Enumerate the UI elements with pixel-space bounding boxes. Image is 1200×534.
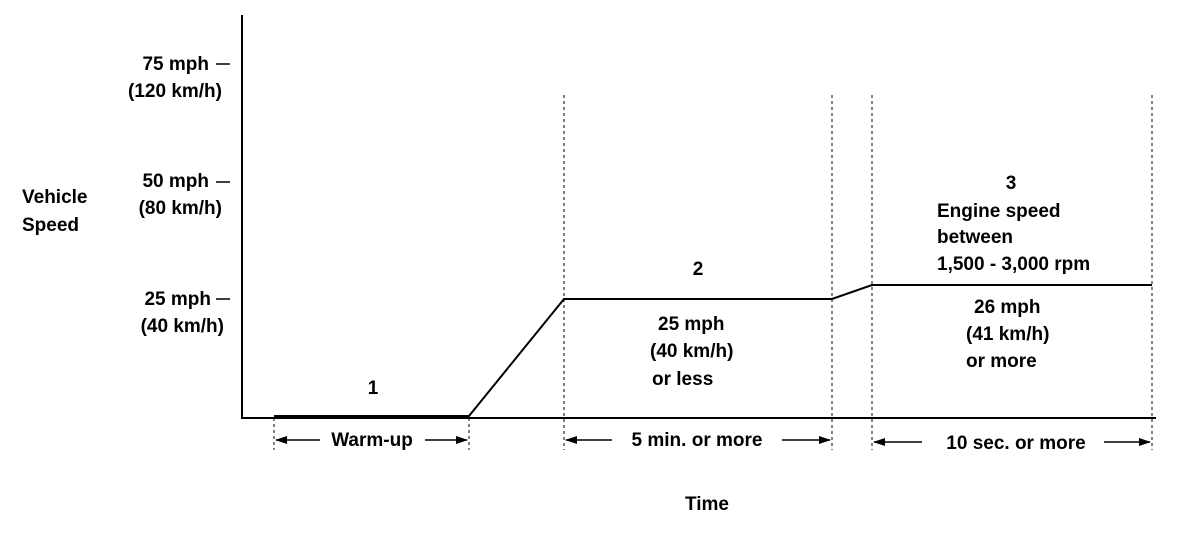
tick-label-50-mph: 50 mph <box>142 171 209 192</box>
phase-1-number: 1 <box>368 378 379 399</box>
tick-label-50-kmh: (80 km/h) <box>139 198 222 219</box>
phase-2-duration: 5 min. or more <box>632 430 763 451</box>
tick-label-25-mph: 25 mph <box>144 289 211 310</box>
y-axis-label-line1: Vehicle <box>22 187 88 208</box>
tick-label-75-kmh: (120 km/h) <box>128 81 222 102</box>
phase-3-speed-line2: (41 km/h) <box>966 324 1049 345</box>
phase-3-duration: 10 sec. or more <box>946 433 1085 454</box>
phase-3-number: 3 <box>1006 173 1017 194</box>
phase-3-speed-line1: 26 mph <box>974 297 1041 318</box>
phase-2-number: 2 <box>693 259 704 280</box>
phase-2-speed-line3: or less <box>652 369 713 390</box>
tick-label-25-kmh: (40 km/h) <box>141 316 224 337</box>
tick-label-75-mph: 75 mph <box>142 54 209 75</box>
speed-profile-line <box>274 284 1152 417</box>
phase-3-speed-line3: or more <box>966 351 1037 372</box>
phase-2-speed-line1: 25 mph <box>658 314 725 335</box>
phase-3-note-line2: between <box>937 227 1013 248</box>
phase-1-duration: Warm-up <box>331 430 413 451</box>
phase-3-note-line3: 1,500 - 3,000 rpm <box>937 254 1090 275</box>
phase-3-note-line1: Engine speed <box>937 201 1061 222</box>
y-axis-label-line2: Speed <box>22 215 79 236</box>
phase-2-speed-line2: (40 km/h) <box>650 341 733 362</box>
x-axis-label: Time <box>685 494 729 515</box>
